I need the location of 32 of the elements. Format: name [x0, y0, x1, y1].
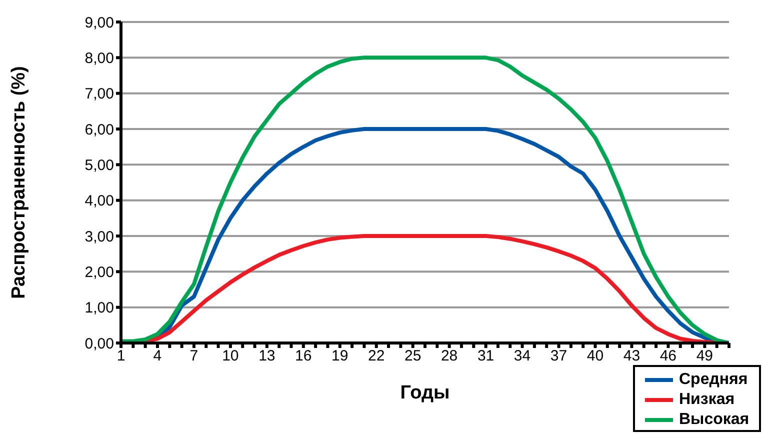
y-tick-label: 6,00 — [84, 121, 114, 138]
x-axis-title: Годы — [400, 382, 450, 404]
y-tick-label: 4,00 — [84, 192, 114, 210]
x-tick-label: 49 — [696, 348, 714, 365]
x-tick-label: 1 — [116, 348, 126, 365]
x-tick-label: 16 — [295, 348, 312, 365]
x-tick-label: 7 — [190, 348, 198, 365]
x-tick-label: 43 — [623, 348, 640, 365]
y-tick-label: 5,00 — [84, 156, 114, 174]
legend-label: Средняя — [679, 370, 748, 390]
y-axis-title: Распространенность (%) — [8, 66, 30, 299]
legend-label: Низкая — [679, 390, 735, 410]
x-tick-label: 34 — [514, 348, 531, 365]
x-tick-label: 31 — [477, 348, 494, 365]
legend-label: Высокая — [679, 410, 750, 430]
x-tick-label: 13 — [258, 348, 276, 365]
x-tick-label: 10 — [222, 348, 239, 365]
x-tick-label: 4 — [153, 348, 162, 365]
y-tick-label: 1,00 — [84, 300, 114, 317]
x-tick-label: 40 — [586, 348, 604, 365]
y-tick-label: 7,00 — [84, 86, 114, 103]
y-tick-label: 9,00 — [84, 14, 114, 32]
x-tick-label: 28 — [440, 348, 458, 365]
y-tick-label: 8,00 — [84, 50, 114, 67]
x-tick-label: 37 — [550, 348, 568, 365]
y-tick-label: 0,00 — [84, 335, 114, 352]
x-tick-label: 22 — [368, 348, 385, 365]
x-tick-label: 25 — [404, 348, 422, 365]
y-tick-label: 3,00 — [84, 228, 114, 246]
x-tick-label: 46 — [660, 348, 677, 365]
y-tick-label: 2,00 — [84, 264, 114, 281]
x-tick-label: 19 — [332, 348, 348, 365]
